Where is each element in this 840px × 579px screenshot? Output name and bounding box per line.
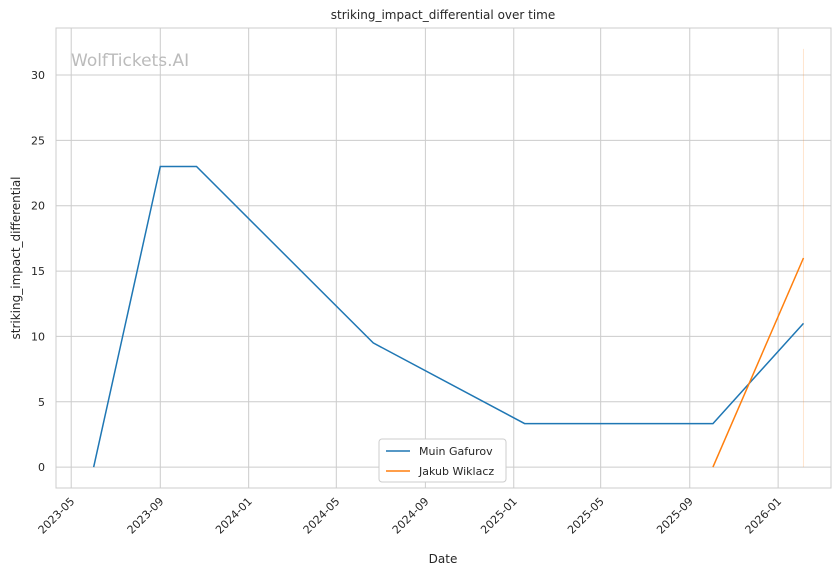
legend-label-muin-gafurov: Muin Gafurov: [419, 445, 493, 458]
x-tick-label: 2023-09: [125, 495, 167, 537]
y-tick-label: 25: [31, 134, 45, 147]
x-axis-label: Date: [429, 552, 458, 566]
y-tick-label: 5: [38, 396, 45, 409]
x-tick-label: 2024-05: [301, 495, 343, 537]
x-tick-label: 2025-01: [478, 495, 520, 537]
x-tick-label: 2024-01: [213, 495, 255, 537]
x-tick-label: 2026-01: [743, 495, 785, 537]
plot-area: [56, 28, 831, 488]
y-axis-label: striking_impact_differential: [9, 176, 23, 339]
y-tick-label: 15: [31, 265, 45, 278]
x-tick-label: 2025-05: [565, 495, 607, 537]
chart-title: striking_impact_differential over time: [331, 8, 556, 22]
x-tick-label: 2025-09: [654, 495, 696, 537]
legend: Muin Gafurov Jakub Wiklacz: [379, 439, 506, 482]
y-tick-label: 10: [31, 330, 45, 343]
legend-label-jakub-wiklacz: Jakub Wiklacz: [418, 465, 494, 478]
x-tick-label: 2024-09: [390, 495, 432, 537]
y-tick-label: 0: [38, 461, 45, 474]
y-tick-label: 20: [31, 200, 45, 213]
y-tick-label: 30: [31, 69, 45, 82]
watermark: WolfTickets.AI: [71, 51, 189, 71]
x-tick-label: 2023-05: [36, 495, 78, 537]
